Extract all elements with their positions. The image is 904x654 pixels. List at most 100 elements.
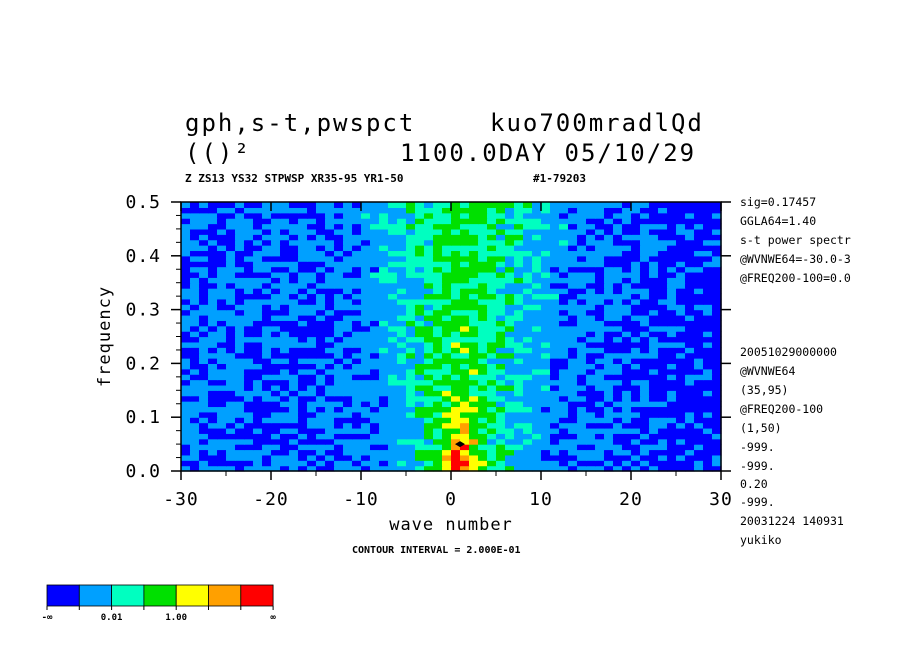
heatmap-cell	[532, 325, 542, 332]
heatmap-cell	[442, 304, 452, 311]
heatmap-cell	[307, 298, 317, 305]
heatmap-cell	[343, 395, 353, 402]
heatmap-cell	[613, 395, 623, 402]
heatmap-cell	[667, 331, 677, 338]
heatmap-cell	[694, 218, 704, 225]
heatmap-cell	[271, 325, 281, 332]
heatmap-cell	[460, 288, 470, 295]
heatmap-cell	[604, 239, 614, 246]
heatmap-cell	[190, 411, 200, 418]
heatmap-cell	[325, 277, 335, 284]
heatmap-cell	[379, 438, 389, 445]
heatmap-cell	[235, 401, 245, 408]
heatmap-cell	[469, 228, 479, 235]
heatmap-cell	[424, 202, 434, 208]
heatmap-cell	[415, 331, 425, 338]
heatmap-cell	[433, 363, 443, 370]
heatmap-cell	[541, 347, 551, 354]
heatmap-cell	[208, 417, 218, 424]
heatmap-cell	[433, 207, 443, 214]
heatmap-cell	[379, 228, 389, 235]
heatmap-cell	[496, 218, 506, 225]
heatmap-cell	[505, 255, 515, 262]
heatmap-cell	[667, 293, 677, 300]
heatmap-cell	[568, 401, 578, 408]
heatmap-cell	[703, 411, 713, 418]
heatmap-cell	[244, 449, 254, 456]
heatmap-cell	[622, 363, 632, 370]
heatmap-cell	[622, 341, 632, 348]
heatmap-cell	[433, 271, 443, 278]
heatmap-cell	[226, 411, 236, 418]
heatmap-cell	[694, 401, 704, 408]
heatmap-cell	[505, 245, 515, 252]
heatmap-cell	[415, 293, 425, 300]
heatmap-cell	[433, 298, 443, 305]
heatmap-cell	[361, 309, 371, 316]
heatmap-cell	[505, 234, 515, 241]
heatmap-cell	[631, 401, 641, 408]
heatmap-cell	[514, 325, 524, 332]
heatmap-cell	[451, 212, 461, 219]
heatmap-cell	[667, 271, 677, 278]
heatmap-cell	[658, 325, 668, 332]
heatmap-cell	[388, 255, 398, 262]
heatmap-cell	[541, 444, 551, 451]
heatmap-cell	[181, 293, 191, 300]
heatmap-cell	[541, 454, 551, 461]
heatmap-cell	[541, 417, 551, 424]
heatmap-cell	[262, 449, 272, 456]
heatmap-cell	[397, 288, 407, 295]
heatmap-cell	[451, 427, 461, 434]
heatmap-cell	[622, 245, 632, 252]
heatmap-cell	[514, 465, 524, 472]
heatmap-cell	[406, 395, 416, 402]
heatmap-cell	[649, 282, 659, 289]
heatmap-cell	[685, 411, 695, 418]
heatmap-cell	[388, 422, 398, 429]
heatmap-cell	[451, 207, 461, 214]
heatmap-cell	[667, 368, 677, 375]
heatmap-cell	[469, 266, 479, 273]
heatmap-cell	[505, 277, 515, 284]
heatmap-cell	[298, 336, 308, 343]
heatmap-cell	[694, 266, 704, 273]
heatmap-cell	[631, 395, 641, 402]
heatmap-cell	[532, 271, 542, 278]
heatmap-cell	[622, 309, 632, 316]
heatmap-cell	[667, 266, 677, 273]
heatmap-cell	[244, 298, 254, 305]
heatmap-cell	[568, 395, 578, 402]
heatmap-cell	[370, 454, 380, 461]
heatmap-cell	[181, 266, 191, 273]
heatmap-cell	[370, 298, 380, 305]
heatmap-cell	[217, 460, 227, 467]
heatmap-cell	[298, 465, 308, 472]
heatmap-cell	[379, 417, 389, 424]
heatmap-cell	[415, 314, 425, 321]
heatmap-cell	[604, 449, 614, 456]
heatmap-cell	[199, 368, 209, 375]
heatmap-cell	[262, 298, 272, 305]
heatmap-cell	[595, 417, 605, 424]
heatmap-cell	[217, 368, 227, 375]
heatmap-cell	[676, 341, 686, 348]
heatmap-cell	[523, 368, 533, 375]
heatmap-cell	[343, 406, 353, 413]
heatmap-cell	[262, 352, 272, 359]
heatmap-cell	[586, 234, 596, 241]
heatmap-cell	[415, 320, 425, 327]
heatmap-cell	[370, 358, 380, 364]
heatmap-cell	[424, 271, 434, 278]
heatmap-cell	[451, 341, 461, 348]
heatmap-cell	[622, 288, 632, 295]
heatmap-cell	[433, 282, 443, 289]
heatmap-cell	[667, 449, 677, 456]
heatmap-cell	[208, 309, 218, 316]
heatmap-cell	[487, 207, 497, 214]
heatmap-cell	[316, 449, 326, 456]
heatmap-cell	[496, 207, 506, 214]
heatmap-cell	[559, 331, 569, 338]
heatmap-cell	[388, 234, 398, 241]
heatmap-cell	[316, 271, 326, 278]
